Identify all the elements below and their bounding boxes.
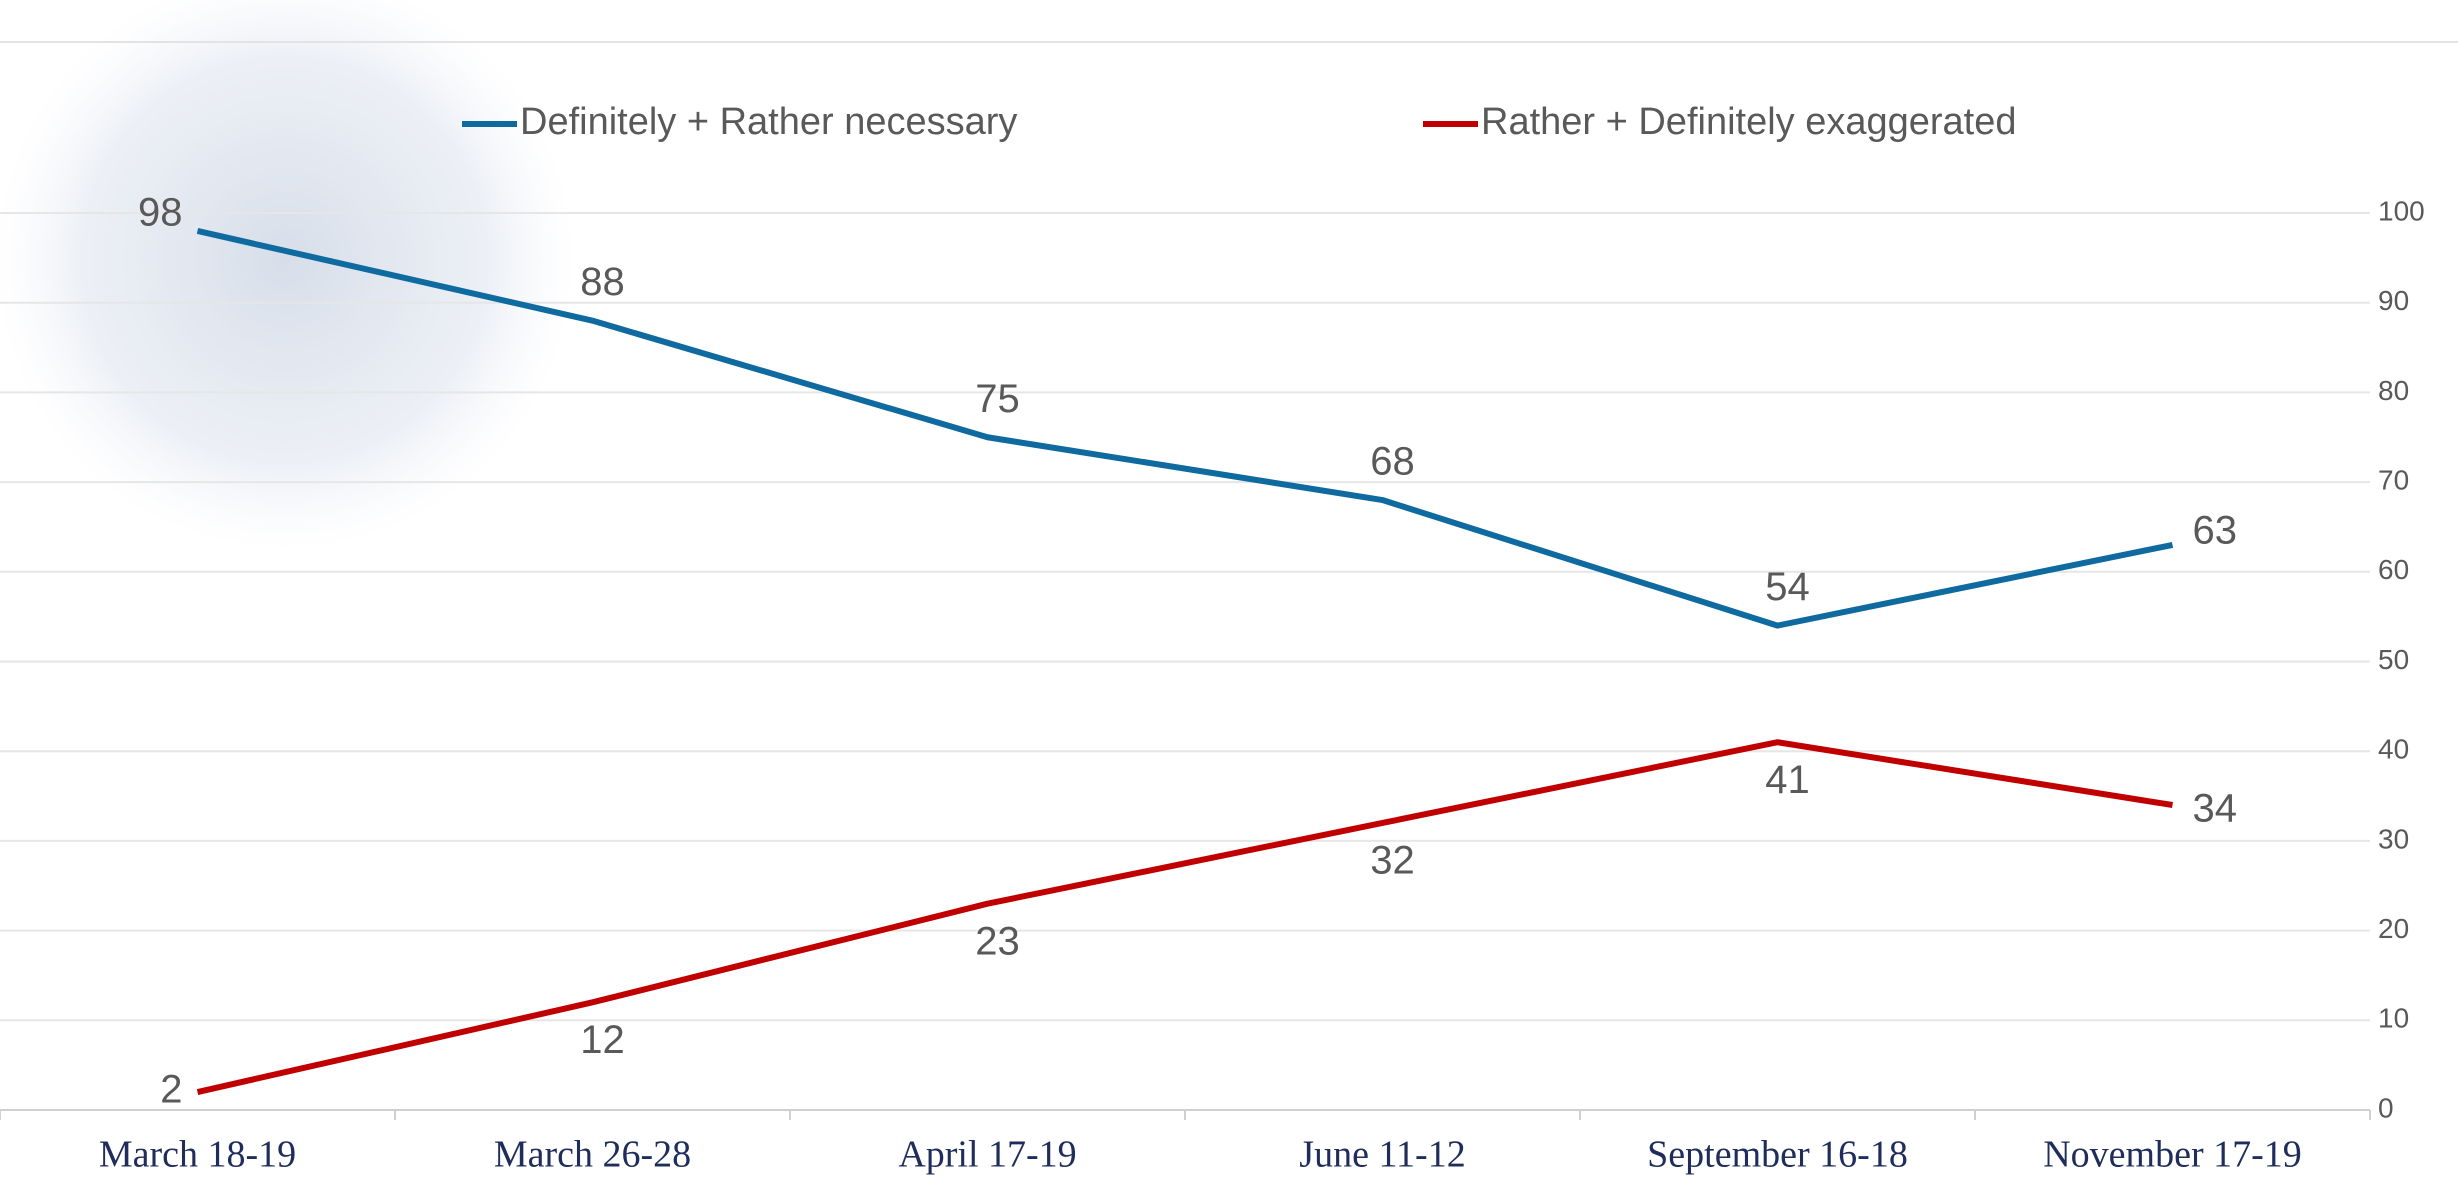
data-label: 75	[975, 377, 1020, 421]
y-tick-label: 10	[2378, 1003, 2409, 1034]
data-label: 88	[580, 260, 625, 304]
y-tick-label: 40	[2378, 734, 2409, 765]
data-label: 12	[580, 1018, 625, 1062]
legend-label: Definitely + Rather necessary	[520, 101, 1017, 143]
y-tick-label: 90	[2378, 285, 2409, 316]
data-label: 32	[1370, 839, 1415, 883]
x-tick-label: September 16-18	[1647, 1134, 1908, 1176]
x-tick-label: March 26-28	[494, 1134, 691, 1176]
data-label: 41	[1765, 758, 1810, 802]
data-label: 54	[1765, 565, 1810, 609]
y-tick-label: 80	[2378, 375, 2409, 406]
data-label: 23	[975, 919, 1020, 963]
y-tick-label: 30	[2378, 823, 2409, 854]
x-tick-label: April 17-19	[898, 1134, 1076, 1176]
y-tick-label: 20	[2378, 913, 2409, 944]
series-line	[196, 739, 2173, 1095]
y-tick-label: 0	[2378, 1092, 2394, 1123]
background-illustration	[0, 0, 575, 550]
x-tick-label: March 18-19	[99, 1134, 296, 1176]
data-label: 2	[160, 1068, 182, 1112]
data-label: 98	[138, 191, 183, 235]
y-tick-label: 100	[2378, 195, 2425, 226]
y-tick-label: 50	[2378, 644, 2409, 675]
data-label: 68	[1370, 440, 1415, 484]
data-label: 63	[2193, 508, 2238, 552]
data-label: 34	[2193, 787, 2238, 831]
y-tick-label: 70	[2378, 464, 2409, 495]
x-tick-label: November 17-19	[2043, 1134, 2302, 1176]
x-tick-label: June 11-12	[1299, 1134, 1465, 1176]
y-tick-label: 60	[2378, 554, 2409, 585]
series-line	[196, 228, 2174, 629]
legend-label: Rather + Definitely exaggerated	[1481, 101, 2017, 143]
